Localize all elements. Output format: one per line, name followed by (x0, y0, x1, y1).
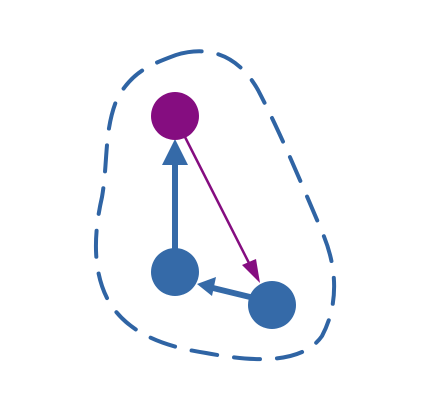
arrowhead-left-to-top (162, 139, 188, 165)
node-top (151, 92, 199, 140)
edge-top-to-right (183, 135, 253, 269)
node-right (248, 281, 296, 329)
edge-right-to-left (210, 285, 253, 300)
dashed-boundary (93, 49, 337, 362)
arrowhead-right-to-left (197, 277, 216, 296)
arrowhead-top-to-right (242, 259, 260, 283)
node-left (151, 248, 199, 296)
